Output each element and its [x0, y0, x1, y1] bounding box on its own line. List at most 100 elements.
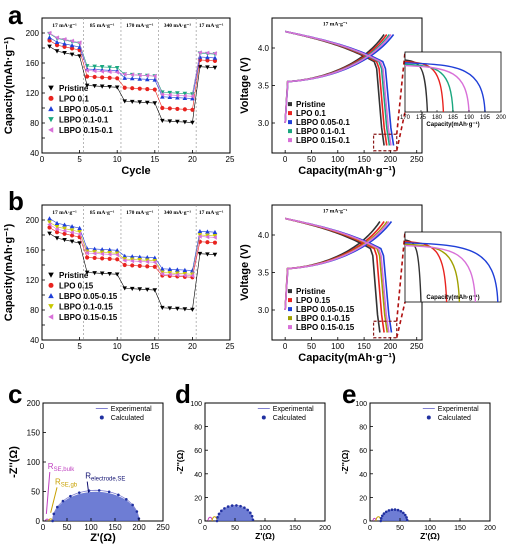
x-tick-label: 200	[132, 523, 146, 532]
data-point	[122, 286, 128, 291]
x-axis-label: Capacity(mAh·g⁻¹)	[298, 352, 396, 364]
calculated-point	[399, 509, 403, 513]
legend-marker	[288, 307, 292, 312]
inset-curve	[404, 63, 454, 113]
data-point	[175, 306, 180, 311]
data-point	[152, 87, 157, 92]
legend-marker	[48, 85, 54, 91]
data-point	[175, 106, 180, 111]
charge-curve	[284, 221, 390, 311]
legend-entry: LPO 0.1	[59, 94, 89, 103]
data-point	[197, 228, 203, 234]
data-point	[85, 74, 90, 79]
y-tick-label: 3.0	[258, 306, 270, 315]
y-tick-label: 20	[194, 495, 202, 502]
series-line	[49, 224, 215, 277]
inset-tick-label: 175	[416, 115, 427, 121]
y-tick-label: 0	[363, 519, 367, 526]
data-point	[175, 272, 180, 278]
panel-label: c	[8, 379, 22, 409]
data-point	[114, 85, 120, 90]
annotation-subscript: electrode,SE	[91, 477, 125, 483]
y-axis-label: Capacity(mAh·g⁻¹)	[3, 36, 15, 134]
data-point	[122, 253, 128, 258]
data-point	[144, 255, 150, 260]
data-point	[175, 93, 180, 98]
legend-marker	[48, 282, 54, 288]
legend-marker	[48, 95, 54, 101]
calculated-point	[382, 512, 386, 515]
data-point	[212, 235, 217, 240]
y-axis-label: Voltage (V)	[239, 244, 251, 301]
x-axis-label: Z'(Ω)	[255, 531, 275, 541]
y-tick-label: 100	[355, 401, 367, 408]
data-point	[107, 75, 112, 80]
calculated-point	[387, 509, 391, 512]
data-point	[129, 254, 135, 259]
x-tick-label: 5	[77, 155, 82, 164]
legend-marker	[48, 272, 54, 278]
zoom-region	[372, 133, 398, 152]
y-tick-label: 3.5	[258, 82, 270, 91]
data-point	[129, 286, 135, 291]
legend-marker	[288, 325, 292, 330]
y-tick-label: 3.5	[258, 269, 270, 278]
inset-curve	[404, 240, 448, 303]
data-point	[62, 222, 67, 227]
data-point	[114, 252, 120, 258]
rate-label: 17 mA·g⁻¹	[199, 23, 224, 29]
calculated-point	[56, 505, 59, 509]
x-tick-label: 0	[203, 525, 207, 532]
inset-tick-label: 170	[400, 115, 411, 121]
y-tick-label: 200	[27, 399, 41, 408]
y-tick-label: 60	[359, 448, 367, 455]
calculated-point	[379, 519, 383, 523]
legend-marker	[99, 415, 104, 420]
legend-entry: Pristine	[59, 84, 89, 93]
data-point	[70, 233, 75, 238]
data-point	[122, 99, 128, 104]
x-tick-label: 50	[307, 342, 316, 351]
data-point	[145, 87, 150, 92]
y-tick-label: 120	[26, 276, 40, 285]
x-tick-label: 150	[108, 523, 122, 532]
legend-entry: Pristine	[296, 287, 326, 296]
x-tick-label: 50	[63, 523, 72, 532]
panel-label: e	[342, 379, 356, 409]
data-point	[167, 272, 172, 277]
data-point	[54, 225, 60, 230]
calculated-point	[243, 506, 246, 509]
calculated-point	[69, 494, 72, 498]
data-point	[152, 77, 158, 82]
data-point	[167, 106, 172, 111]
data-point	[129, 99, 135, 104]
panel-label: d	[175, 379, 191, 409]
calculated-point	[226, 505, 230, 508]
inset-tick-label: 195	[480, 115, 491, 121]
impedance-chart-c: 0 50 100 150 200 250 0 50 100 150 200 Z'(Ω) -Z''(Ω) E…	[8, 379, 170, 544]
data-point	[129, 72, 135, 77]
data-point	[99, 247, 105, 252]
calculated-point	[107, 490, 111, 494]
data-point	[54, 35, 59, 40]
calculated-point	[250, 514, 254, 518]
y-tick-label: 200	[26, 29, 40, 38]
x-axis-label: Capacity(mAh·g⁻¹)	[298, 165, 396, 177]
y-tick-label: 80	[30, 306, 39, 315]
rate-label: 17 mA·g⁻¹	[323, 22, 348, 28]
data-point	[69, 38, 74, 44]
data-point	[152, 264, 157, 269]
x-tick-label: 15	[150, 342, 159, 351]
data-point	[190, 273, 195, 279]
inset-curve	[404, 242, 499, 303]
data-point	[182, 91, 188, 96]
rate-label: 170 mA·g⁻¹	[126, 210, 154, 216]
data-point	[77, 48, 82, 53]
legend-entry: LBPO 0.1-0.1	[296, 127, 346, 136]
fitted-arc-area	[380, 510, 408, 521]
x-tick-label: 100	[424, 525, 436, 532]
calculated-point	[220, 509, 223, 513]
x-tick-label: 250	[156, 523, 170, 532]
data-point	[137, 259, 142, 264]
y-tick-label: 80	[30, 119, 39, 128]
